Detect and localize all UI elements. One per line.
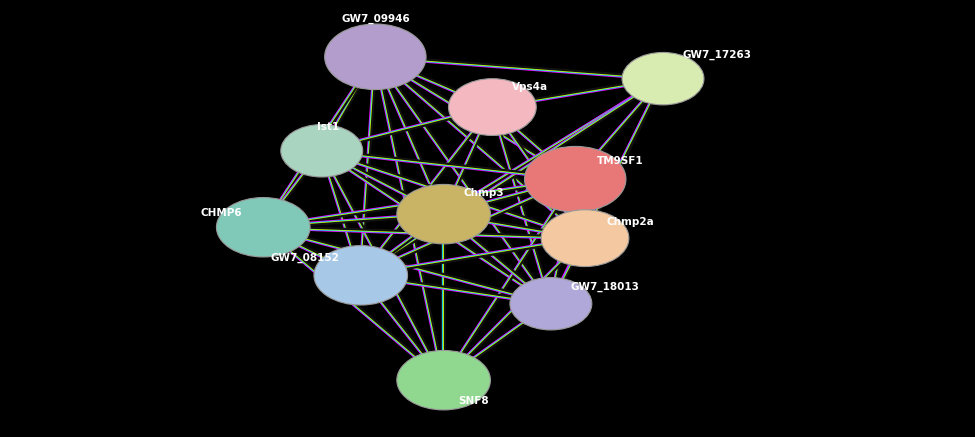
Text: Chmp3: Chmp3 — [463, 187, 504, 198]
Ellipse shape — [397, 350, 490, 410]
Text: GW7_09946: GW7_09946 — [341, 14, 410, 24]
Text: Ist1: Ist1 — [317, 122, 339, 132]
Ellipse shape — [281, 125, 363, 177]
Ellipse shape — [325, 24, 426, 90]
Text: Vps4a: Vps4a — [512, 82, 548, 92]
Ellipse shape — [448, 79, 536, 135]
Text: GW7_08152: GW7_08152 — [270, 253, 339, 263]
Ellipse shape — [314, 246, 408, 305]
Ellipse shape — [525, 146, 626, 212]
Ellipse shape — [510, 277, 592, 330]
Ellipse shape — [622, 52, 704, 105]
Ellipse shape — [216, 198, 310, 257]
Ellipse shape — [541, 210, 629, 267]
Text: GW7_18013: GW7_18013 — [570, 282, 640, 292]
Ellipse shape — [397, 184, 490, 244]
Text: CHMP6: CHMP6 — [200, 208, 242, 218]
Text: TM9SF1: TM9SF1 — [597, 156, 644, 166]
Text: SNF8: SNF8 — [458, 396, 488, 406]
Text: Chmp2a: Chmp2a — [606, 217, 654, 227]
Text: GW7_17263: GW7_17263 — [682, 50, 752, 60]
